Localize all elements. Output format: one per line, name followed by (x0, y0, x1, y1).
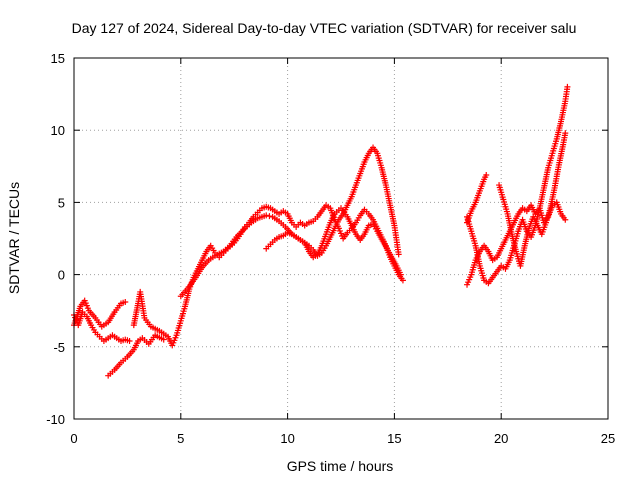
data-point (483, 171, 490, 178)
x-tick-label: 15 (387, 431, 401, 446)
y-tick-label: 10 (51, 123, 65, 138)
data-point (562, 130, 569, 137)
series-segment-4 (130, 202, 406, 349)
series-segment-2 (71, 297, 129, 330)
x-axis-label: GPS time / hours (287, 458, 394, 474)
y-tick-label: 5 (58, 195, 65, 210)
series-segment-9 (464, 171, 490, 226)
chart-title: Day 127 of 2024, Sidereal Day-to-day VTE… (72, 20, 577, 36)
data-point (562, 216, 569, 223)
y-tick-label: -10 (46, 412, 65, 427)
grid-lines (74, 58, 608, 419)
y-tick-label: 0 (58, 268, 65, 283)
y-axis-label: SDTVAR / TECUs (6, 182, 22, 294)
data-point (397, 271, 404, 278)
y-tick-label: 15 (51, 51, 65, 66)
data-point (126, 338, 133, 345)
series-segment-7 (464, 199, 569, 288)
x-tick-label: 25 (601, 431, 615, 446)
data-point (263, 212, 270, 219)
x-tick-label: 0 (70, 431, 77, 446)
series-segment-5 (177, 205, 404, 300)
series-segment-6 (263, 144, 402, 259)
x-tick-label: 10 (280, 431, 294, 446)
data-point (564, 83, 571, 90)
data-points (71, 83, 571, 379)
data-point (266, 213, 273, 220)
y-tick-label: -5 (53, 340, 65, 355)
data-point (395, 251, 402, 258)
series-segment-10 (496, 130, 569, 269)
axis-ticks: 0 5 10 15 20 25 -10 -5 0 5 10 15 (46, 51, 615, 446)
x-tick-label: 5 (177, 431, 184, 446)
plot-frame (73, 57, 609, 420)
series-segment-3 (105, 332, 167, 379)
data-point (122, 299, 129, 306)
data-point (399, 277, 406, 284)
data-point (160, 336, 167, 343)
x-tick-label: 20 (494, 431, 508, 446)
